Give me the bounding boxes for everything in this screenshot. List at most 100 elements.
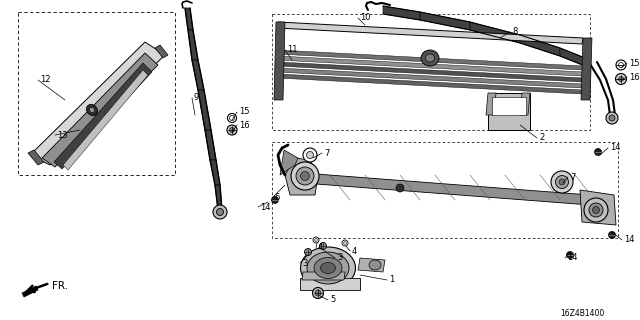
Ellipse shape <box>296 167 314 185</box>
Polygon shape <box>520 35 560 56</box>
Polygon shape <box>277 68 583 88</box>
Text: 6: 6 <box>274 194 280 203</box>
Ellipse shape <box>584 198 608 222</box>
Ellipse shape <box>227 125 237 135</box>
Polygon shape <box>22 286 38 297</box>
Polygon shape <box>492 97 526 115</box>
Polygon shape <box>30 42 165 165</box>
Text: 9: 9 <box>194 93 199 102</box>
Text: 7: 7 <box>324 148 330 157</box>
Text: 13: 13 <box>57 131 68 140</box>
Polygon shape <box>488 93 530 130</box>
Ellipse shape <box>303 148 317 162</box>
Ellipse shape <box>595 148 602 156</box>
Text: 16Z4B1400: 16Z4B1400 <box>560 308 604 317</box>
Ellipse shape <box>86 104 97 116</box>
Text: 16: 16 <box>629 73 639 82</box>
Ellipse shape <box>307 252 349 284</box>
Text: 4: 4 <box>318 244 323 252</box>
Polygon shape <box>486 93 496 115</box>
Ellipse shape <box>213 205 227 219</box>
Text: 14: 14 <box>260 203 271 212</box>
Polygon shape <box>185 8 193 30</box>
Text: 14: 14 <box>624 236 634 244</box>
Text: 1: 1 <box>389 276 394 284</box>
Text: 8: 8 <box>512 28 517 36</box>
Polygon shape <box>28 150 44 165</box>
Ellipse shape <box>593 206 600 213</box>
Polygon shape <box>210 160 220 185</box>
Polygon shape <box>63 70 148 170</box>
Ellipse shape <box>589 203 603 217</box>
Polygon shape <box>358 258 385 272</box>
Text: 3: 3 <box>302 259 307 268</box>
Text: 15: 15 <box>629 59 639 68</box>
Ellipse shape <box>312 287 323 299</box>
Text: FR.: FR. <box>52 281 68 291</box>
Polygon shape <box>277 74 583 94</box>
Ellipse shape <box>618 62 623 68</box>
Ellipse shape <box>616 60 626 70</box>
Text: 14: 14 <box>567 253 577 262</box>
Ellipse shape <box>216 209 223 215</box>
Polygon shape <box>277 62 583 82</box>
Polygon shape <box>277 22 583 44</box>
Polygon shape <box>188 30 198 60</box>
Ellipse shape <box>291 162 319 190</box>
Text: 7: 7 <box>570 172 575 181</box>
Text: 14: 14 <box>610 143 621 153</box>
Polygon shape <box>54 63 152 169</box>
Ellipse shape <box>396 184 404 192</box>
Ellipse shape <box>314 258 342 278</box>
Polygon shape <box>560 48 590 68</box>
Ellipse shape <box>342 240 348 246</box>
Polygon shape <box>155 45 168 58</box>
Ellipse shape <box>315 290 321 296</box>
Polygon shape <box>383 6 420 20</box>
Polygon shape <box>42 53 158 167</box>
Text: 3: 3 <box>337 253 342 262</box>
Ellipse shape <box>301 172 310 180</box>
Polygon shape <box>274 22 285 100</box>
Ellipse shape <box>559 179 565 185</box>
Ellipse shape <box>305 249 312 255</box>
Ellipse shape <box>556 175 568 188</box>
Ellipse shape <box>609 231 616 238</box>
Ellipse shape <box>369 260 381 270</box>
Ellipse shape <box>344 242 346 244</box>
Ellipse shape <box>230 116 234 121</box>
Polygon shape <box>290 172 590 205</box>
Ellipse shape <box>313 237 319 243</box>
Text: 5: 5 <box>330 295 335 305</box>
Ellipse shape <box>618 76 623 82</box>
Ellipse shape <box>606 112 618 124</box>
Ellipse shape <box>609 115 615 121</box>
Polygon shape <box>215 185 222 210</box>
Polygon shape <box>277 56 583 76</box>
Ellipse shape <box>321 262 335 274</box>
Polygon shape <box>581 38 592 100</box>
Ellipse shape <box>551 171 573 193</box>
Ellipse shape <box>227 114 237 123</box>
Ellipse shape <box>314 238 317 242</box>
Polygon shape <box>470 22 520 43</box>
Ellipse shape <box>89 107 95 113</box>
Text: 2: 2 <box>539 133 544 142</box>
Polygon shape <box>302 272 345 280</box>
Text: 11: 11 <box>287 45 298 54</box>
Polygon shape <box>520 93 530 115</box>
Ellipse shape <box>230 127 234 132</box>
Polygon shape <box>205 130 216 160</box>
Text: 12: 12 <box>40 76 51 84</box>
Ellipse shape <box>426 54 435 62</box>
Polygon shape <box>285 158 318 195</box>
Polygon shape <box>277 50 583 70</box>
Ellipse shape <box>307 151 314 158</box>
Text: 10: 10 <box>360 13 371 22</box>
Ellipse shape <box>271 196 278 204</box>
Text: 15: 15 <box>239 108 250 116</box>
Text: 16: 16 <box>239 121 250 130</box>
Polygon shape <box>192 60 204 90</box>
Ellipse shape <box>566 252 573 259</box>
Ellipse shape <box>319 243 326 250</box>
